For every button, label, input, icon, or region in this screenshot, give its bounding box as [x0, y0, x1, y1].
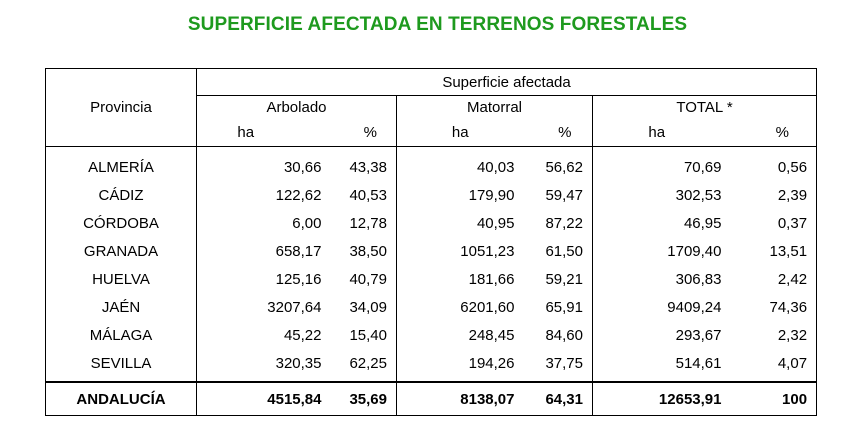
table-row: JAÉN 3207,64 34,09 6201,60 65,91 9409,24…	[45, 293, 818, 321]
cell-arbolado-pct: 40,53	[330, 181, 397, 209]
cell-matorral-pct: 56,62	[523, 153, 593, 181]
cell-matorral-pct: 61,50	[523, 237, 593, 265]
cell-arbolado-ha: 6,00	[292, 214, 322, 232]
column-header-arbolado-ha: ha	[196, 118, 331, 147]
cell-provincia: CÓRDOBA	[45, 209, 197, 237]
cell-arbolado-ha: 320,35	[275, 354, 322, 372]
table-row: CÁDIZ 122,62 40,53 179,90 59,47 302,53 2…	[45, 181, 818, 209]
cell-arbolado-pct: 38,50	[330, 237, 397, 265]
cell-matorral-pct: 84,60	[523, 321, 593, 349]
cell-matorral-ha: 40,03	[476, 158, 515, 176]
column-header-total-ha: ha	[592, 118, 731, 147]
cell-total-ha: 70,69	[683, 158, 722, 176]
cell-total-ha: 1709,40	[667, 242, 722, 260]
data-table: Provincia Superficie afectada Arbolado M…	[45, 68, 818, 416]
cell-matorral-ha: 1051,23	[460, 242, 515, 260]
cell-total-pct-total: 100	[730, 382, 818, 416]
cell-matorral-ha: 40,95	[476, 214, 515, 232]
cell-arbolado-pct: 12,78	[330, 209, 397, 237]
cell-matorral-ha: 248,45	[468, 326, 515, 344]
cell-provincia: CÁDIZ	[45, 181, 197, 209]
page-title: SUPERFICIE AFECTADA EN TERRENOS FORESTAL…	[187, 14, 688, 35]
cell-arbolado-ha: 3207,64	[267, 298, 322, 316]
column-header-provincia: Provincia	[45, 68, 197, 147]
cell-matorral-ha: 179,90	[468, 186, 515, 204]
cell-total-pct: 0,56	[730, 153, 818, 181]
cell-arbolado-ha: 30,66	[283, 158, 322, 176]
column-header-matorral-pct: %	[523, 118, 593, 147]
cell-arbolado-ha: 122,62	[275, 186, 322, 204]
cell-matorral-ha: 181,66	[468, 270, 515, 288]
header-row-groups: Arbolado Matorral TOTAL *	[46, 95, 818, 118]
column-header-arbolado: Arbolado	[196, 95, 397, 118]
cell-matorral-pct: 65,91	[523, 293, 593, 321]
cell-arbolado-ha: 45,22	[283, 326, 322, 344]
cell-provincia: HUELVA	[45, 265, 197, 293]
cell-provincia-total: ANDALUCÍA	[45, 382, 197, 416]
cell-total-pct: 13,51	[730, 237, 818, 265]
table-row: GRANADA 658,17 38,50 1051,23 61,50 1709,…	[45, 237, 818, 265]
cell-provincia: ALMERÍA	[45, 153, 197, 181]
cell-provincia: SEVILLA	[45, 349, 197, 377]
cell-arbolado-pct: 43,38	[330, 153, 397, 181]
total-row: ANDALUCÍA 4515,84 35,69 8138,07 64,31 12…	[45, 382, 818, 416]
column-header-matorral: Matorral	[396, 95, 593, 118]
cell-matorral-pct: 37,75	[523, 349, 593, 377]
column-header-matorral-ha: ha	[396, 118, 524, 147]
cell-total-pct: 4,07	[730, 349, 818, 377]
cell-provincia: MÁLAGA	[45, 321, 197, 349]
cell-arbolado-pct: 15,40	[330, 321, 397, 349]
cell-arbolado-ha: 658,17	[275, 242, 322, 260]
table-row: HUELVA 125,16 40,79 181,66 59,21 306,83 …	[45, 265, 818, 293]
table-row: CÓRDOBA 6,00 12,78 40,95 87,22 46,95 0,3…	[45, 209, 818, 237]
header-row-top: Provincia Superficie afectada	[45, 68, 818, 147]
spacer-row	[45, 377, 818, 383]
cell-total-ha: 306,83	[675, 270, 722, 288]
cell-total-ha: 46,95	[683, 214, 722, 232]
table-row: ALMERÍA 30,66 43,38 40,03 56,62 70,69 0,…	[45, 153, 818, 181]
cell-total-ha-total: 12653,91	[592, 382, 731, 416]
cell-provincia: GRANADA	[45, 237, 197, 265]
cell-matorral-ha: 194,26	[468, 354, 515, 372]
spacer-row	[45, 146, 818, 153]
cell-total-pct: 2,39	[730, 181, 818, 209]
cell-total-pct: 2,32	[730, 321, 818, 349]
cell-matorral-ha-total: 8138,07	[396, 382, 524, 416]
cell-matorral-ha: 6201,60	[460, 298, 515, 316]
cell-arbolado-pct-total: 35,69	[330, 382, 397, 416]
cell-arbolado-ha: 125,16	[275, 270, 322, 288]
column-header-arbolado-pct: %	[330, 118, 397, 147]
column-header-superficie-afectada: Superficie afectada	[196, 68, 818, 96]
cell-total-ha: 293,67	[675, 326, 722, 344]
cell-arbolado-pct: 40,79	[330, 265, 397, 293]
cell-arbolado-ha-total: 4515,84	[196, 382, 331, 416]
cell-total-ha: 302,53	[675, 186, 722, 204]
cell-total-ha: 514,61	[675, 354, 722, 372]
cell-provincia: JAÉN	[45, 293, 197, 321]
cell-matorral-pct: 59,21	[523, 265, 593, 293]
cell-total-pct: 2,42	[730, 265, 818, 293]
table-row: MÁLAGA 45,22 15,40 248,45 84,60 293,67 2…	[45, 321, 818, 349]
column-header-total-pct: %	[730, 118, 818, 147]
cell-matorral-pct-total: 64,31	[523, 382, 593, 416]
cell-total-pct: 74,36	[730, 293, 818, 321]
cell-arbolado-pct: 62,25	[330, 349, 397, 377]
cell-total-ha: 9409,24	[667, 298, 722, 316]
table-row: SEVILLA 320,35 62,25 194,26 37,75 514,61…	[45, 349, 818, 377]
header-row-units: ha % ha % ha %	[46, 118, 818, 147]
cell-matorral-pct: 87,22	[523, 209, 593, 237]
cell-arbolado-pct: 34,09	[330, 293, 397, 321]
cell-matorral-pct: 59,47	[523, 181, 593, 209]
column-header-total: TOTAL *	[592, 95, 818, 118]
cell-total-pct: 0,37	[730, 209, 818, 237]
